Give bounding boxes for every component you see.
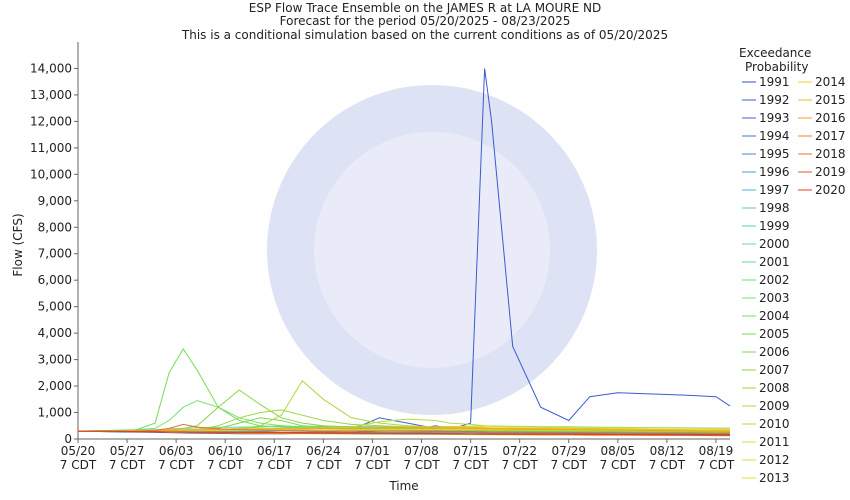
series-line: [78, 423, 730, 434]
x-tick-label: 07/01 7 CDT: [354, 444, 391, 472]
legend-label: 2015: [815, 93, 846, 107]
legend-label: 2016: [815, 111, 846, 125]
legend-title: Exceedance Probability: [739, 46, 811, 74]
legend-label: 1996: [759, 165, 790, 179]
legend-label: 1997: [759, 183, 790, 197]
legend-label: 1994: [759, 129, 790, 143]
y-tick-label: 9,000: [38, 194, 72, 208]
legend-label: 2002: [759, 273, 790, 287]
y-tick-label: 3,000: [38, 353, 72, 367]
legend-label: 2018: [815, 147, 846, 161]
watermark: [267, 85, 597, 415]
x-tick-label: 07/22 7 CDT: [501, 444, 538, 472]
x-tick-label: 06/24 7 CDT: [305, 444, 342, 472]
legend-label: 1993: [759, 111, 790, 125]
x-tick-label: 06/10 7 CDT: [207, 444, 244, 472]
legend-label: 2012: [759, 453, 790, 467]
legend-label: 2006: [759, 345, 790, 359]
chart-subtitle: This is a conditional simulation based o…: [181, 28, 668, 42]
y-axis-label: Flow (CFS): [11, 213, 25, 276]
legend-label: 2004: [759, 309, 790, 323]
legend-label: 1992: [759, 93, 790, 107]
legend-label: 2000: [759, 237, 790, 251]
y-tick-label: 10,000: [30, 167, 72, 181]
x-tick-label: 08/19 7 CDT: [698, 444, 735, 472]
x-tick-label: 07/08 7 CDT: [403, 444, 440, 472]
y-tick-label: 7,000: [38, 247, 72, 261]
y-tick-label: 4,000: [38, 326, 72, 340]
y-tick-label: 11,000: [30, 141, 72, 155]
legend-label: 1991: [759, 75, 790, 89]
legend-label: 2019: [815, 165, 846, 179]
y-tick-label: 1,000: [38, 406, 72, 420]
legend-label: 2020: [815, 183, 846, 197]
y-tick-label: 2,000: [38, 379, 72, 393]
y-tick-label: 14,000: [30, 61, 72, 75]
y-tick-label: 6,000: [38, 273, 72, 287]
x-tick-label: 07/15 7 CDT: [452, 444, 489, 472]
legend-label: 1995: [759, 147, 790, 161]
legend-label: 2007: [759, 363, 790, 377]
legend-label: 2008: [759, 381, 790, 395]
x-axis-label: Time: [388, 479, 418, 493]
chart-subtitle: Forecast for the period 05/20/2025 - 08/…: [280, 14, 571, 28]
y-tick-label: 0: [64, 432, 72, 446]
legend-label: 2009: [759, 399, 790, 413]
series-line: [77, 430, 730, 436]
legend-label: 1998: [759, 201, 790, 215]
legend-label: 2014: [815, 75, 846, 89]
x-tick-label: 06/17 7 CDT: [256, 444, 293, 472]
y-tick-label: 5,000: [38, 300, 72, 314]
x-tick-label: 06/03 7 CDT: [158, 444, 195, 472]
x-tick-label: 08/05 7 CDT: [600, 444, 637, 472]
legend-label: 2010: [759, 417, 790, 431]
x-tick-label: 05/27 7 CDT: [109, 444, 146, 472]
legend-label: 2013: [759, 471, 790, 485]
legend-label: 2017: [815, 129, 846, 143]
legend-label: 2005: [759, 327, 790, 341]
legend-label: 1999: [759, 219, 790, 233]
x-tick-label: 07/29 7 CDT: [551, 444, 588, 472]
chart-title: ESP Flow Trace Ensemble on the JAMES R a…: [249, 1, 601, 15]
y-tick-label: 13,000: [30, 88, 72, 102]
x-tick-label: 05/20 7 CDT: [60, 444, 97, 472]
legend-label: 2001: [759, 255, 790, 269]
series-line: [78, 427, 730, 432]
legend-label: 2003: [759, 291, 790, 305]
y-tick-label: 12,000: [30, 114, 72, 128]
watermark-inner: [314, 132, 550, 368]
y-tick-label: 8,000: [38, 220, 72, 234]
legend-label: 2011: [759, 435, 790, 449]
x-tick-label: 08/12 7 CDT: [649, 444, 686, 472]
